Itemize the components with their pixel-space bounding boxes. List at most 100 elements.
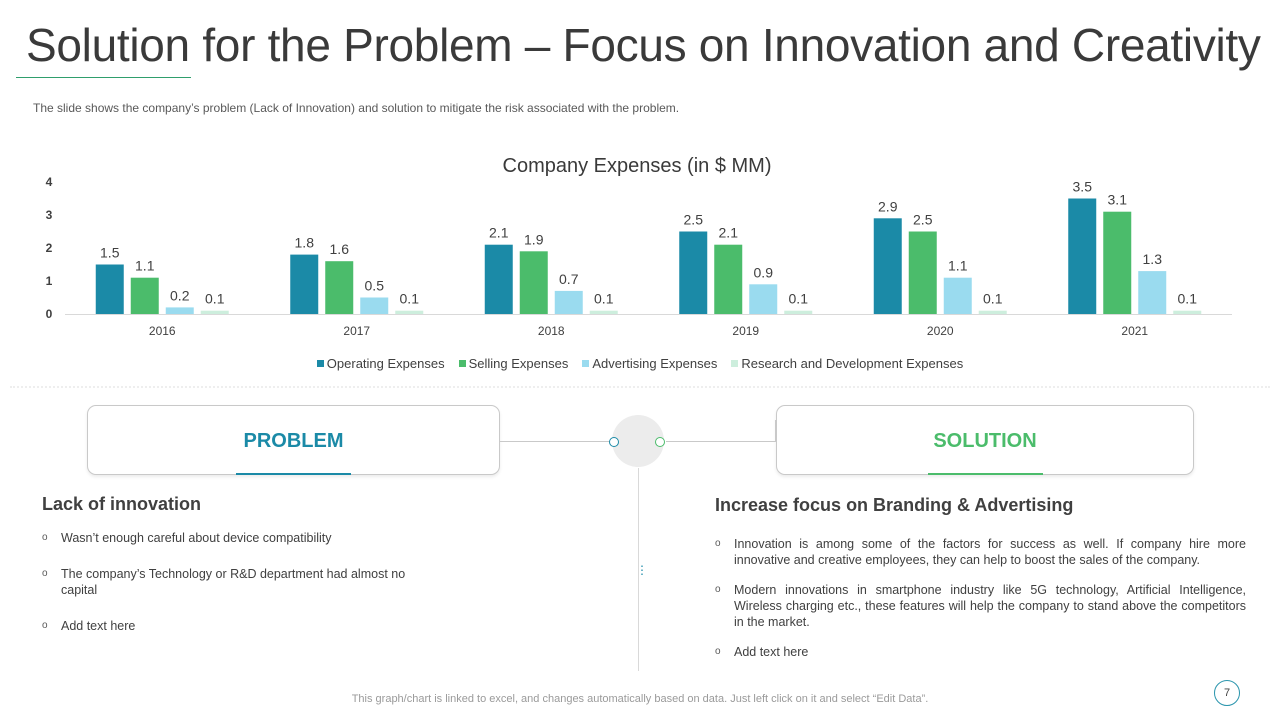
legend-label: Advertising Expenses	[592, 356, 718, 371]
bar-operating-expenses-2018	[484, 244, 513, 314]
x-tick-label: 2018	[538, 324, 565, 338]
bar-selling-expenses-2021	[1103, 211, 1132, 314]
divider-ellipsis-icon: ⋮	[636, 563, 648, 577]
data-label: 0.1	[1178, 291, 1198, 307]
chart-title: Company Expenses (in $ MM)	[503, 155, 772, 177]
data-label: 0.1	[400, 291, 420, 307]
connector-right-vertical	[775, 420, 776, 442]
solution-heading: Increase focus on Branding & Advertising	[715, 495, 1074, 515]
x-tick-label: 2017	[343, 324, 370, 338]
bar-selling-expenses-2016	[130, 277, 159, 314]
bar-advertising-expenses-2018	[554, 290, 583, 314]
legend-item: Selling Expenses	[458, 356, 569, 371]
legend-swatch	[731, 360, 739, 367]
data-label: 1.1	[135, 258, 155, 274]
problem-bullet: Wasn’t enough careful about device compa…	[42, 530, 442, 546]
y-tick-label: 2	[46, 241, 53, 255]
bar-operating-expenses-2020	[873, 218, 902, 314]
bar-operating-expenses-2019	[679, 231, 708, 314]
bar-advertising-expenses-2017	[360, 297, 389, 314]
y-tick-label: 3	[46, 208, 53, 222]
data-label: 0.1	[594, 291, 614, 307]
data-label: 0.9	[754, 264, 774, 280]
legend-label: Operating Expenses	[326, 356, 445, 371]
data-label: 2.1	[489, 225, 509, 241]
bar-research-and-development-expenses-2018	[589, 310, 618, 314]
problem-bullet: The company’s Technology or R&D departme…	[42, 566, 442, 598]
x-tick-label: 2021	[1121, 324, 1148, 338]
x-tick-label: 2016	[149, 324, 176, 338]
legend-label: Selling Expenses	[468, 356, 569, 371]
slide-subtitle: The slide shows the company’s problem (L…	[33, 101, 680, 115]
data-label: 1.9	[524, 231, 544, 247]
legend-item: Advertising Expenses	[582, 356, 717, 371]
data-label: 1.5	[100, 245, 120, 261]
problem-label: PROBLEM	[243, 430, 344, 452]
bar-research-and-development-expenses-2019	[784, 310, 813, 314]
bar-research-and-development-expenses-2016	[200, 310, 229, 314]
legend-item: Operating Expenses	[316, 356, 445, 371]
center-divider-line	[638, 468, 639, 671]
solution-bullet: Add text here	[715, 644, 1246, 660]
problem-label-underline	[236, 473, 351, 475]
bar-selling-expenses-2018	[519, 251, 548, 314]
page-number: 7	[1214, 680, 1240, 706]
footer-note: This graph/chart is linked to excel, and…	[351, 693, 929, 705]
problem-bullet-list: Wasn’t enough careful about device compa…	[42, 530, 442, 654]
title-underline	[16, 77, 191, 78]
bar-advertising-expenses-2020	[943, 277, 972, 314]
y-tick-label: 4	[46, 175, 53, 189]
data-label: 0.1	[983, 291, 1003, 307]
data-label: 0.2	[170, 287, 190, 303]
legend-swatch	[316, 360, 324, 367]
legend-swatch	[582, 360, 590, 367]
solution-connector-dot	[655, 437, 665, 447]
data-label: 1.3	[1143, 251, 1163, 267]
solution-label-underline	[928, 473, 1043, 475]
connector-left-vertical	[499, 420, 500, 442]
legend-swatch	[458, 360, 466, 367]
solution-bullet-list: Innovation is among some of the factors …	[715, 536, 1246, 674]
solution-bullet: Modern innovations in smartphone industr…	[715, 582, 1246, 630]
legend-label: Research and Development Expenses	[741, 356, 964, 371]
problem-box: PROBLEM	[87, 405, 500, 475]
problem-connector-dot	[609, 437, 619, 447]
slide-title: Solution for the Problem – Focus on Inno…	[26, 19, 1261, 71]
problem-bullet: Add text here	[42, 618, 442, 634]
bar-research-and-development-expenses-2021	[1173, 310, 1202, 314]
data-label: 2.1	[719, 225, 739, 241]
x-tick-label: 2019	[732, 324, 759, 338]
bar-selling-expenses-2017	[325, 261, 354, 314]
data-label: 0.1	[205, 291, 225, 307]
bar-operating-expenses-2016	[95, 264, 124, 314]
bar-selling-expenses-2019	[714, 244, 743, 314]
data-label: 2.9	[878, 198, 898, 214]
x-tick-label: 2020	[927, 324, 954, 338]
legend-item: Research and Development Expenses	[731, 356, 963, 371]
data-label: 3.1	[1108, 192, 1128, 208]
problem-heading: Lack of innovation	[42, 494, 202, 514]
y-tick-label: 0	[46, 307, 53, 321]
bar-research-and-development-expenses-2017	[395, 310, 424, 314]
solution-box: SOLUTION	[776, 405, 1194, 475]
data-label: 2.5	[913, 212, 933, 228]
data-label: 0.1	[789, 291, 809, 307]
data-label: 0.7	[559, 271, 579, 287]
solution-bullet: Innovation is among some of the factors …	[715, 536, 1246, 568]
data-label: 0.5	[365, 278, 385, 294]
bar-selling-expenses-2020	[908, 231, 937, 314]
data-label: 1.8	[295, 235, 315, 251]
data-label: 1.6	[330, 241, 350, 257]
chart-legend: Operating Expenses Selling Expenses Advert…	[0, 356, 1280, 371]
solution-label: SOLUTION	[933, 430, 1037, 452]
bar-advertising-expenses-2019	[749, 284, 778, 314]
connector-right-horizontal	[666, 441, 776, 442]
data-label: 1.1	[948, 258, 968, 274]
bar-advertising-expenses-2016	[165, 307, 194, 314]
expenses-chart[interactable]: Company Expenses (in $ MM) 0 1 2 3 4 1.5 1.1 0.2…	[0, 140, 1280, 350]
bar-operating-expenses-2021	[1068, 198, 1097, 314]
data-label: 2.5	[684, 212, 704, 228]
bar-operating-expenses-2017	[290, 254, 319, 314]
bar-research-and-development-expenses-2020	[978, 310, 1007, 314]
data-label: 3.5	[1073, 179, 1093, 195]
